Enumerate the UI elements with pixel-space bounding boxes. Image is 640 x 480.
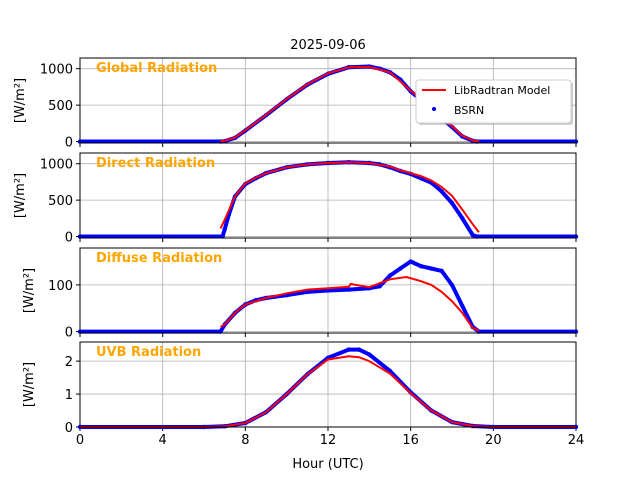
- bsrn-point: [460, 216, 465, 221]
- bsrn-point: [325, 288, 331, 293]
- x-tick-label: 20: [485, 433, 502, 448]
- y-axis-label: [W/m²]: [13, 78, 28, 123]
- y-tick-label: 100: [48, 279, 73, 294]
- bsrn-point: [439, 268, 444, 274]
- panel-frame: [79, 57, 577, 144]
- panel-1: 0 500 1000 Direct Radiation [W/m²]: [13, 152, 579, 246]
- legend: LibRadtran Model BSRN: [415, 79, 573, 125]
- panel-0: 0 500 1000 Global Radiation [W/m²]: [13, 57, 579, 151]
- bsrn-point: [418, 264, 424, 269]
- x-tick-label: 16: [402, 433, 419, 448]
- x-tick-label: 24: [568, 433, 585, 448]
- y-tick-label: 0: [65, 421, 73, 436]
- panel-title: UVB Radiation: [96, 345, 201, 360]
- panel-2: 0 100 Diffuse Radiation [W/m²]: [22, 247, 579, 341]
- y-tick-label: 500: [48, 99, 73, 114]
- chart-title: 2025-09-06: [290, 38, 366, 53]
- bsrn-point: [222, 227, 227, 232]
- bsrn-point: [470, 232, 475, 238]
- y-tick-label: 500: [48, 194, 73, 209]
- y-tick-label: 0: [65, 326, 73, 341]
- panel-frame: [79, 152, 577, 239]
- panel-title: Direct Radiation: [96, 156, 215, 171]
- y-axis-label: [W/m²]: [13, 173, 28, 218]
- x-tick-label: 12: [320, 433, 337, 448]
- bsrn-point: [429, 266, 434, 271]
- bsrn-point: [449, 282, 455, 288]
- x-tick-label: 0: [76, 433, 84, 448]
- model-series-line: [220, 275, 480, 332]
- panel-title: Global Radiation: [96, 61, 217, 76]
- bsrn-point: [356, 347, 362, 352]
- y-axis-label: [W/m²]: [22, 362, 37, 407]
- panel-frame: [79, 341, 577, 428]
- y-tick-label: 0: [65, 136, 73, 151]
- x-tick-label: 4: [159, 433, 167, 448]
- legend-bsrn-swatch: [432, 107, 436, 111]
- y-tick-label: 2: [65, 355, 73, 370]
- x-tick-label: 8: [241, 433, 249, 448]
- model-series-line: [220, 65, 480, 143]
- bsrn-point: [408, 259, 413, 264]
- legend-model-label: LibRadtran Model: [454, 84, 550, 97]
- panel-frame: [79, 247, 577, 334]
- bsrn-point: [346, 287, 351, 292]
- bsrn-point: [460, 303, 465, 309]
- bsrn-point: [377, 284, 382, 289]
- y-axis-label: [W/m²]: [22, 268, 37, 313]
- legend-bsrn-label: BSRN: [454, 104, 484, 117]
- model-series-line: [80, 355, 576, 428]
- bsrn-point: [387, 273, 393, 278]
- bsrn-point: [367, 352, 372, 357]
- bsrn-point: [346, 347, 351, 352]
- bsrn-point: [439, 189, 444, 194]
- bsrn-point: [398, 266, 403, 271]
- bsrn-point: [449, 200, 455, 206]
- y-tick-label: 0: [65, 231, 73, 246]
- y-tick-label: 1: [65, 388, 73, 403]
- model-series-line: [219, 161, 480, 233]
- x-axis-label: Hour (UTC): [292, 457, 363, 472]
- y-tick-label: 1000: [40, 63, 73, 78]
- y-tick-label: 1000: [40, 158, 73, 173]
- panel-title: Diffuse Radiation: [96, 251, 222, 266]
